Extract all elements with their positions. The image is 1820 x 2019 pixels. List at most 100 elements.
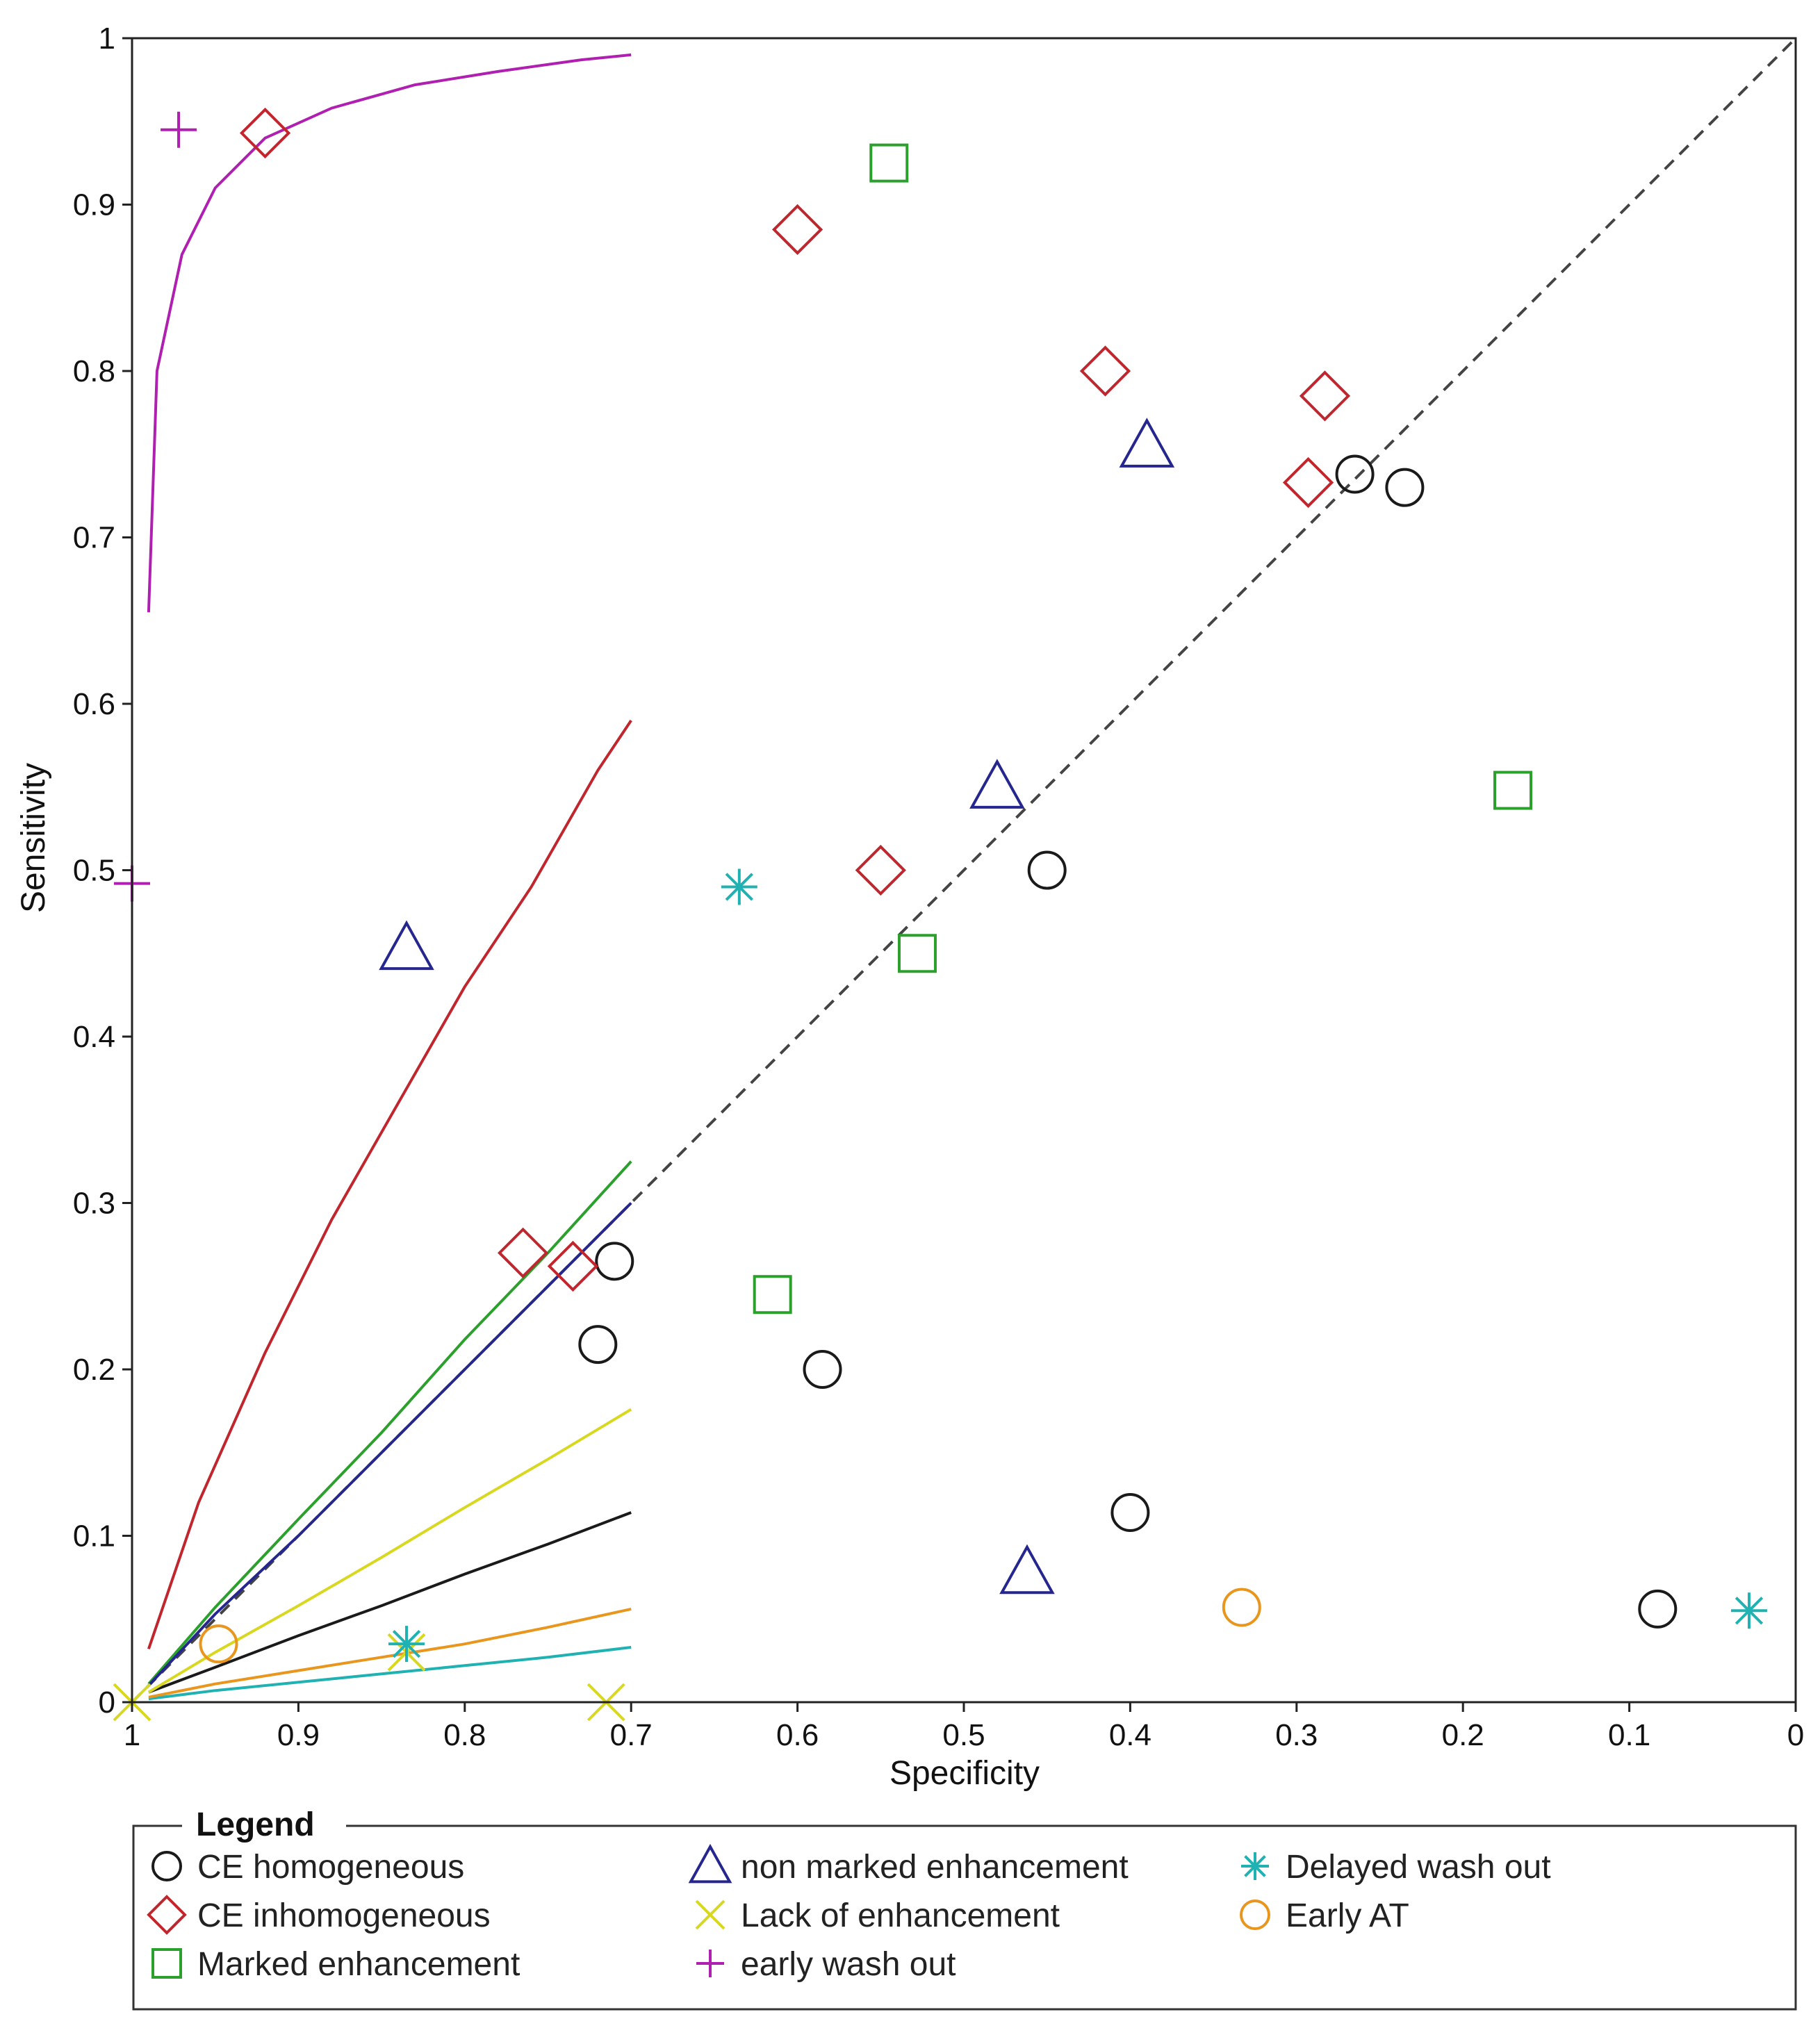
point-ce-inhomogeneous bbox=[547, 1240, 599, 1292]
x-tick-label: 0.6 bbox=[776, 1718, 819, 1752]
legend-marker-non-marked-enhancement-shape bbox=[688, 1843, 732, 1884]
legend-title: Legend bbox=[196, 1806, 315, 1843]
sroc-curve-non-marked-enhancement bbox=[147, 1202, 632, 1687]
point-ce-inhomogeneous bbox=[239, 107, 291, 159]
point-delayed-wash-out bbox=[1730, 1592, 1767, 1629]
point-delayed-wash-out bbox=[721, 868, 757, 905]
point-ce-inhomogeneous-shape bbox=[239, 107, 291, 159]
point-early-at bbox=[1222, 1588, 1261, 1627]
legend: Legend CE homogeneous non marked enhancem… bbox=[132, 1806, 1797, 2011]
x-tick-label: 0.1 bbox=[1608, 1718, 1650, 1752]
point-marked-enhancement bbox=[1493, 770, 1533, 810]
point-ce-inhomogeneous bbox=[1299, 370, 1351, 422]
sroc-curve-lack-of-enhancement bbox=[147, 1408, 632, 1694]
y-tick-label: 0.3 bbox=[73, 1187, 115, 1221]
point-ce-homogeneous-shape bbox=[1638, 1589, 1678, 1629]
legend-marker-non-marked-enhancement bbox=[688, 1843, 732, 1884]
point-ce-inhomogeneous bbox=[855, 844, 906, 896]
x-tick-label: 0.5 bbox=[942, 1718, 985, 1752]
point-ce-homogeneous-shape bbox=[1335, 454, 1375, 494]
x-axis-title: Specificity bbox=[889, 1755, 1040, 1792]
point-non-marked-enhancement-shape bbox=[379, 920, 434, 971]
point-ce-homogeneous-shape bbox=[578, 1325, 618, 1365]
point-ce-inhomogeneous-shape bbox=[547, 1240, 599, 1292]
x-tick-label: 0.4 bbox=[1109, 1718, 1151, 1752]
legend-item-lack-of-enhancement: Lack of enhancement bbox=[695, 1897, 1060, 1934]
sroc-curve-delayed-wash-out bbox=[148, 1646, 632, 1701]
x-tick-label: 0.2 bbox=[1442, 1718, 1484, 1752]
x-tick-label: 0 bbox=[1787, 1718, 1804, 1752]
point-marked-enhancement bbox=[869, 143, 909, 183]
point-ce-inhomogeneous bbox=[771, 204, 823, 256]
y-tick-label: 1 bbox=[99, 22, 115, 56]
point-non-marked-enhancement-shape bbox=[999, 1544, 1055, 1594]
point-early-wash-out bbox=[161, 111, 197, 148]
point-non-marked-enhancement bbox=[1119, 418, 1175, 468]
y-axis-title: Sensitivity bbox=[15, 763, 52, 913]
point-marked-enhancement bbox=[897, 934, 937, 973]
point-ce-inhomogeneous bbox=[1282, 456, 1334, 509]
point-ce-homogeneous-shape bbox=[1110, 1492, 1150, 1532]
point-ce-inhomogeneous bbox=[1079, 345, 1131, 397]
legend-label: CE homogeneous bbox=[197, 1849, 464, 1886]
y-tick-label: 0.2 bbox=[73, 1353, 115, 1387]
x-tick-label: 0.9 bbox=[277, 1718, 320, 1752]
sroc-curve-ce-inhomogeneous bbox=[147, 719, 632, 1650]
y-tick-label: 0.7 bbox=[73, 521, 115, 555]
point-non-marked-enhancement-shape bbox=[969, 759, 1025, 809]
point-delayed-wash-out bbox=[388, 1626, 425, 1663]
sroc-curve-marked-enhancement bbox=[147, 1160, 632, 1686]
point-ce-homogeneous-shape bbox=[1027, 850, 1067, 890]
legend-marker-marked-enhancement-shape bbox=[151, 1948, 182, 1979]
point-delayed-wash-out-stroke bbox=[725, 873, 753, 901]
y-tick-label: 0.1 bbox=[73, 1519, 115, 1554]
legend-marker-early-wash-out bbox=[696, 1950, 724, 1977]
x-tick-label: 0.7 bbox=[610, 1718, 653, 1752]
legend-marker-marked-enhancement bbox=[151, 1948, 182, 1979]
point-delayed-wash-out-stroke bbox=[1735, 1597, 1764, 1625]
y-tick-label: 0 bbox=[99, 1686, 115, 1720]
point-marked-enhancement-shape bbox=[753, 1275, 792, 1315]
legend-marker-ce-homogeneous bbox=[151, 1851, 182, 1881]
legend-item-ce-inhomogeneous: CE inhomogeneous bbox=[147, 1895, 491, 1935]
legend-label: early wash out bbox=[741, 1946, 956, 1983]
x-tick-label: 1 bbox=[124, 1718, 140, 1752]
y-tick-label: 0.5 bbox=[73, 854, 115, 888]
legend-marker-delayed-wash-out-stroke bbox=[1244, 1855, 1266, 1877]
plot-area bbox=[113, 37, 1797, 1722]
legend-item-ce-homogeneous: CE homogeneous bbox=[151, 1849, 464, 1886]
legend-label: Early AT bbox=[1286, 1897, 1409, 1934]
legend-item-early-at: Early AT bbox=[1240, 1897, 1409, 1934]
y-tick-label: 0.6 bbox=[73, 687, 115, 721]
point-ce-homogeneous bbox=[803, 1350, 842, 1389]
legend-label: non marked enhancement bbox=[741, 1849, 1129, 1886]
point-marked-enhancement bbox=[753, 1275, 792, 1315]
point-ce-homogeneous bbox=[595, 1242, 634, 1281]
point-ce-inhomogeneous-shape bbox=[771, 204, 823, 256]
legend-marker-early-at bbox=[1240, 1899, 1270, 1930]
point-marked-enhancement-shape bbox=[869, 143, 909, 183]
legend-marker-ce-inhomogeneous-shape bbox=[147, 1895, 187, 1935]
point-delayed-wash-out-stroke bbox=[392, 1630, 421, 1658]
point-ce-homogeneous-shape bbox=[1385, 468, 1425, 507]
legend-item-non-marked-enhancement: non marked enhancement bbox=[688, 1843, 1129, 1886]
legend-label: Lack of enhancement bbox=[741, 1897, 1060, 1934]
legend-frame bbox=[132, 1824, 1797, 2011]
legend-label: Marked enhancement bbox=[197, 1946, 520, 1983]
point-ce-homogeneous bbox=[1385, 468, 1425, 507]
point-non-marked-enhancement-shape bbox=[1119, 418, 1175, 468]
legend-item-early-wash-out: early wash out bbox=[696, 1946, 956, 1983]
axes: 1 0.9 0.8 0.7 0.6 0.5 0.4 0.3 0.2 0.1 0 0 0.1 0.2 0.3 0… bbox=[73, 22, 1804, 1752]
point-ce-homogeneous bbox=[1027, 850, 1067, 890]
point-non-marked-enhancement bbox=[969, 759, 1025, 809]
x-tick-label: 0.8 bbox=[443, 1718, 486, 1752]
x-tick-label: 0.3 bbox=[1275, 1718, 1318, 1752]
point-ce-inhomogeneous-shape bbox=[1282, 456, 1334, 509]
legend-marker-ce-homogeneous-shape bbox=[151, 1851, 182, 1881]
legend-label: CE inhomogeneous bbox=[197, 1897, 491, 1934]
legend-label: Delayed wash out bbox=[1286, 1849, 1551, 1886]
point-early-at-shape bbox=[199, 1624, 238, 1664]
point-non-marked-enhancement bbox=[379, 920, 434, 971]
point-non-marked-enhancement bbox=[999, 1544, 1055, 1594]
legend-marker-lack-of-enhancement bbox=[695, 1899, 725, 1930]
